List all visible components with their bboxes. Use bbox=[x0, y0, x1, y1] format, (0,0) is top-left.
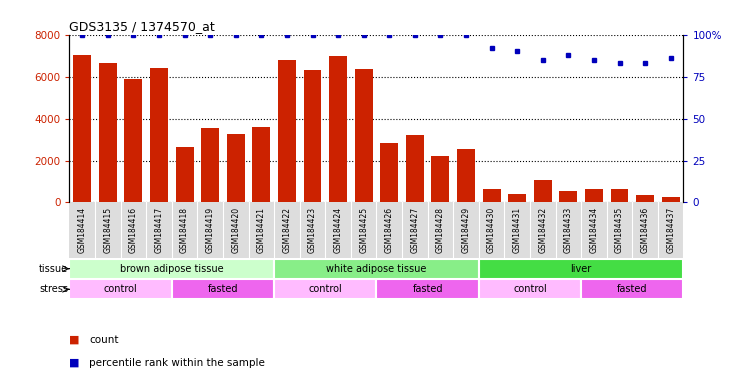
Bar bbox=[274, 280, 376, 299]
Bar bbox=[201, 128, 219, 202]
Bar bbox=[662, 197, 680, 202]
Text: fasted: fasted bbox=[617, 284, 648, 294]
Text: control: control bbox=[513, 284, 547, 294]
Text: GSM184424: GSM184424 bbox=[333, 207, 343, 253]
Text: GSM184429: GSM184429 bbox=[461, 207, 471, 253]
Text: GSM184431: GSM184431 bbox=[512, 207, 522, 253]
Text: GSM184435: GSM184435 bbox=[615, 207, 624, 253]
Text: GSM184436: GSM184436 bbox=[640, 207, 650, 253]
Bar bbox=[175, 147, 194, 202]
Text: count: count bbox=[89, 335, 118, 345]
Text: GSM184422: GSM184422 bbox=[282, 207, 292, 253]
Text: ■: ■ bbox=[69, 358, 80, 368]
Text: tissue: tissue bbox=[39, 264, 68, 274]
Text: control: control bbox=[308, 284, 342, 294]
Text: GSM184425: GSM184425 bbox=[359, 207, 368, 253]
Text: GSM184417: GSM184417 bbox=[154, 207, 164, 253]
Text: GSM184419: GSM184419 bbox=[205, 207, 215, 253]
Bar bbox=[406, 135, 424, 202]
Bar bbox=[99, 63, 117, 202]
Text: liver: liver bbox=[570, 264, 592, 274]
Bar bbox=[610, 189, 629, 202]
Bar bbox=[124, 79, 143, 202]
Text: brown adipose tissue: brown adipose tissue bbox=[120, 264, 224, 274]
Text: stress: stress bbox=[39, 284, 68, 294]
Bar bbox=[479, 280, 581, 299]
Bar bbox=[457, 149, 475, 202]
Text: GSM184433: GSM184433 bbox=[564, 207, 573, 253]
Bar bbox=[636, 195, 654, 202]
Bar bbox=[479, 259, 683, 278]
Bar bbox=[585, 189, 603, 202]
Text: GSM184423: GSM184423 bbox=[308, 207, 317, 253]
Bar bbox=[303, 70, 322, 202]
Text: fasted: fasted bbox=[412, 284, 443, 294]
Bar bbox=[581, 280, 683, 299]
Bar bbox=[69, 259, 274, 278]
Bar bbox=[278, 60, 296, 202]
Bar bbox=[534, 180, 552, 202]
Text: GSM184414: GSM184414 bbox=[77, 207, 87, 253]
Bar bbox=[150, 68, 168, 202]
Text: GSM184420: GSM184420 bbox=[231, 207, 240, 253]
Bar bbox=[252, 127, 270, 202]
Text: GSM184437: GSM184437 bbox=[666, 207, 675, 253]
Text: control: control bbox=[104, 284, 137, 294]
Bar bbox=[69, 280, 172, 299]
Text: ■: ■ bbox=[69, 335, 80, 345]
Bar bbox=[73, 55, 91, 202]
Text: GSM184416: GSM184416 bbox=[129, 207, 138, 253]
Bar bbox=[172, 280, 274, 299]
Text: GSM184430: GSM184430 bbox=[487, 207, 496, 253]
Bar bbox=[329, 56, 347, 202]
Text: GSM184426: GSM184426 bbox=[385, 207, 394, 253]
Bar bbox=[431, 156, 450, 202]
Bar bbox=[380, 143, 398, 202]
Bar bbox=[355, 69, 373, 202]
Bar bbox=[376, 280, 479, 299]
Bar bbox=[227, 134, 245, 202]
Bar bbox=[559, 191, 577, 202]
Text: GSM184432: GSM184432 bbox=[538, 207, 548, 253]
Text: GSM184428: GSM184428 bbox=[436, 207, 445, 253]
Bar bbox=[274, 259, 479, 278]
Text: GDS3135 / 1374570_at: GDS3135 / 1374570_at bbox=[69, 20, 215, 33]
Text: white adipose tissue: white adipose tissue bbox=[326, 264, 427, 274]
Text: GSM184427: GSM184427 bbox=[410, 207, 420, 253]
Bar bbox=[508, 194, 526, 202]
Text: GSM184434: GSM184434 bbox=[589, 207, 599, 253]
Text: GSM184421: GSM184421 bbox=[257, 207, 266, 253]
Text: percentile rank within the sample: percentile rank within the sample bbox=[89, 358, 265, 368]
Bar bbox=[482, 189, 501, 202]
Text: GSM184415: GSM184415 bbox=[103, 207, 113, 253]
Text: fasted: fasted bbox=[208, 284, 238, 294]
Text: GSM184418: GSM184418 bbox=[180, 207, 189, 253]
